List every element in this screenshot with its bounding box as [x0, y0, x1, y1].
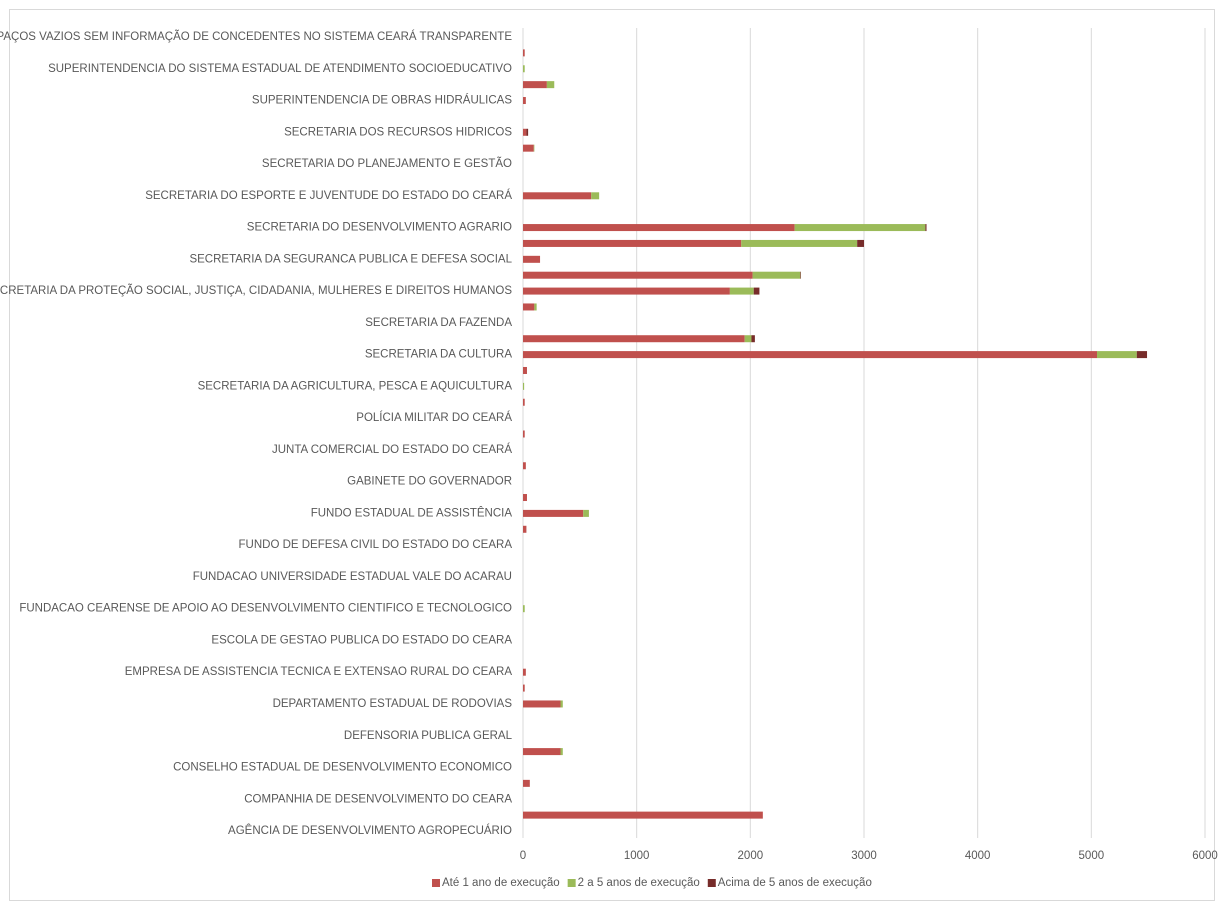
bar — [925, 224, 927, 232]
bar — [560, 748, 563, 756]
bar — [523, 192, 592, 200]
bar — [523, 144, 534, 152]
y-tick-label: SUPERINTENDENCIA DO SISTEMA ESTADUAL DE … — [48, 63, 512, 75]
bar — [523, 97, 526, 105]
y-tick-label: EMPRESA DE ASSISTENCIA TECNICA E EXTENSA… — [125, 666, 513, 678]
y-tick-label: AGÊNCIA DE DESENVOLVIMENTO AGROPECUÁRIO — [228, 824, 512, 837]
bar — [523, 462, 526, 470]
y-tick-label: FUNDO ESTADUAL DE ASSISTÊNCIA — [311, 506, 513, 519]
x-tick-label: 2000 — [738, 850, 764, 862]
legend-swatch — [432, 879, 440, 887]
bar — [523, 224, 795, 232]
bar — [523, 271, 753, 279]
y-tick-label: DEFENSORIA PUBLICA GERAL — [344, 730, 513, 742]
bar — [729, 287, 754, 295]
bar — [794, 224, 926, 232]
bar — [523, 605, 525, 613]
bar — [753, 287, 760, 295]
bar — [523, 366, 527, 374]
bar — [1097, 351, 1137, 359]
bar — [533, 144, 535, 152]
bar — [523, 668, 526, 676]
legend-swatch — [567, 879, 576, 887]
bar — [523, 748, 561, 756]
y-tick-label: SECRETARIA DA AGRICULTURA, PESCA E AQUIC… — [198, 380, 513, 392]
bar — [523, 700, 561, 708]
bar — [523, 128, 527, 136]
bar — [523, 509, 584, 517]
bar — [752, 271, 801, 279]
bar — [534, 303, 537, 311]
bar — [523, 494, 527, 502]
bar — [523, 525, 527, 533]
bar — [523, 81, 547, 89]
y-tick-label: SECRETARIA DA SEGURANCA PUBLICA E DEFESA… — [189, 253, 512, 265]
y-tick-label: CONSELHO ESTADUAL DE DESENVOLVIMENTO ECO… — [173, 762, 512, 774]
x-tick-label: 4000 — [965, 850, 991, 862]
y-tick-label: JUNTA COMERCIAL DO ESTADO DO CEARÁ — [272, 443, 512, 456]
bar — [560, 700, 563, 708]
y-tick-label: COMPANHIA DE DESENVOLVIMENTO DO CEARA — [244, 793, 512, 805]
x-tick-label: 5000 — [1079, 850, 1105, 862]
bar — [751, 335, 755, 343]
y-tick-label: GABINETE DO GOVERNADOR — [347, 476, 512, 488]
bar — [523, 430, 525, 438]
bar — [1136, 351, 1148, 359]
bar — [523, 684, 525, 692]
bar — [800, 271, 801, 279]
legend-swatch — [707, 879, 716, 887]
y-tick-label: SECRETARIA DA FAZENDA — [365, 317, 512, 329]
y-tick-label: DEPARTAMENTO ESTADUAL DE RODOVIAS — [273, 698, 513, 710]
legend-label: Até 1 ano de execução — [442, 877, 560, 889]
x-tick-label: 3000 — [851, 850, 877, 862]
y-tick-label: SECRETARIA DA CULTURA — [365, 349, 513, 361]
y-tick-label: ESPAÇOS VAZIOS SEM INFORMAÇÃO DE CONCEDE… — [0, 30, 512, 43]
bar — [523, 49, 525, 57]
bar — [523, 351, 1098, 359]
y-tick-label: FUNDO DE DEFESA CIVIL DO ESTADO DO CEARA — [239, 539, 513, 551]
bar — [523, 239, 742, 247]
bar — [523, 335, 745, 343]
x-tick-label: 0 — [520, 850, 526, 862]
y-tick-label: POLÍCIA MILITAR DO CEARÁ — [356, 411, 512, 424]
y-tick-label: SUPERINTENDENCIA DE OBRAS HIDRÁULICAS — [252, 94, 512, 107]
bar — [741, 239, 858, 247]
y-tick-label: SECRETARIA DO DESENVOLVIMENTO AGRARIO — [247, 222, 512, 234]
legend-label: 2 a 5 anos de execução — [578, 877, 700, 889]
y-tick-label: FUNDACAO CEARENSE DE APOIO AO DESENVOLVI… — [19, 603, 512, 615]
bar — [523, 779, 530, 787]
bar — [523, 811, 763, 819]
y-tick-label: ESCOLA DE GESTAO PUBLICA DO ESTADO DO CE… — [211, 634, 512, 646]
chart-border — [9, 9, 1215, 901]
y-tick-label: SECRETARIA DOS RECURSOS HIDRICOS — [284, 126, 512, 138]
legend-label: Acima de 5 anos de execução — [718, 877, 872, 889]
bar — [523, 65, 525, 73]
bar — [744, 335, 752, 343]
bar — [523, 255, 541, 263]
bar — [583, 509, 589, 517]
bar — [857, 239, 864, 247]
bar — [523, 398, 525, 406]
bar — [523, 287, 730, 295]
bar — [591, 192, 600, 200]
bar — [523, 382, 525, 390]
x-tick-label: 1000 — [624, 850, 650, 862]
y-tick-label: FUNDACAO UNIVERSIDADE ESTADUAL VALE DO A… — [193, 571, 512, 583]
x-tick-label: 6000 — [1192, 850, 1218, 862]
bar — [526, 128, 529, 136]
bar — [546, 81, 555, 89]
y-tick-label: SECRETARIA DA PROTEÇÃO SOCIAL, JUSTIÇA, … — [0, 284, 512, 297]
y-tick-label: SECRETARIA DO PLANEJAMENTO E GESTÃO — [262, 157, 512, 170]
bar — [523, 303, 535, 311]
y-tick-label: SECRETARIA DO ESPORTE E JUVENTUDE DO EST… — [145, 189, 512, 202]
